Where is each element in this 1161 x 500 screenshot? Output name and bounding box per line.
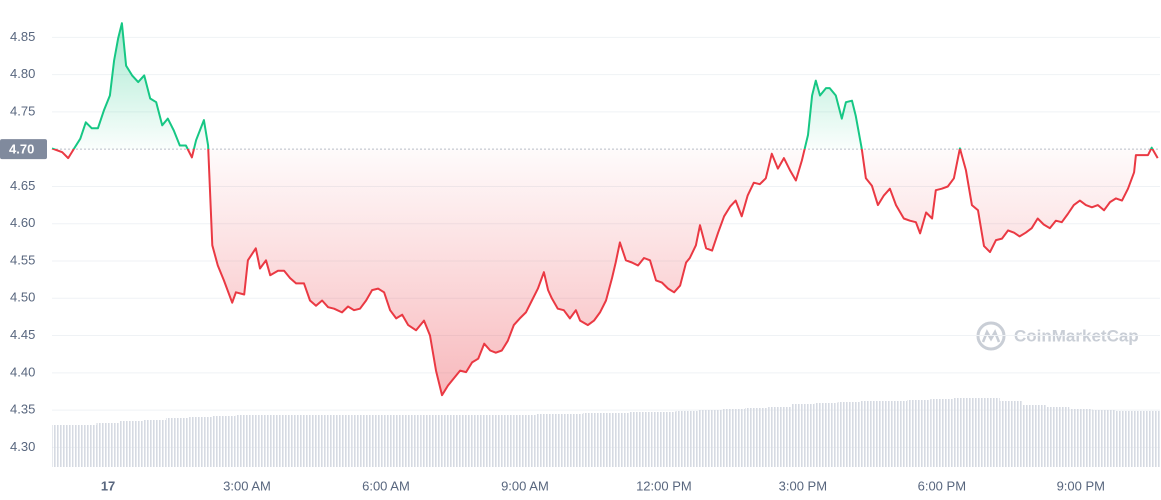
volume-bar [513,415,537,467]
volume-bar [374,415,398,467]
x-tick-label: 17 [101,478,115,493]
y-tick-label: 4.40 [10,364,35,379]
x-tick-label: 3:00 PM [779,478,827,493]
volume-bar [536,414,560,467]
volume-bar [281,415,305,467]
volume-bar [258,415,282,467]
x-tick-label: 12:00 PM [636,478,692,493]
y-tick-label: 4.75 [10,103,35,118]
volume-bar [235,415,259,467]
volume-bar [814,403,838,467]
volume-bar [328,415,352,467]
y-tick-label: 4.30 [10,439,35,454]
y-tick-label: 4.45 [10,327,35,342]
volume-bar [652,412,676,467]
volume-bar [629,412,653,467]
reference-label-box [0,139,47,160]
y-tick-label: 4.35 [10,402,35,417]
y-tick-label: 4.80 [10,66,35,81]
volume-bar [1138,411,1160,467]
y-tick-label: 4.65 [10,178,35,193]
x-tick-label: 6:00 AM [362,478,410,493]
x-tick-label: 9:00 PM [1057,478,1105,493]
x-tick-label: 3:00 AM [223,478,271,493]
volume-bar [96,423,120,467]
price-line [51,22,1159,397]
volume-bar [675,411,699,467]
volume-bar [953,398,977,467]
volume-bar [1022,405,1047,467]
volume-bar [73,425,97,467]
y-tick-label: 4.50 [10,290,35,305]
x-tick-label: 6:00 PM [918,478,966,493]
volume-bar [119,421,143,467]
volume-bar [443,415,468,467]
y-tick-label: 4.55 [10,252,35,267]
volume-bar [212,416,236,467]
price-area [52,23,1158,396]
volume-bar [721,409,745,467]
y-tick-label: 4.85 [10,29,35,44]
volume-bar [467,415,491,467]
volume-bar [1069,409,1093,467]
volume-bar [744,408,769,467]
volume-bar [420,415,444,467]
x-tick-label: 9:00 AM [501,478,549,493]
volume-bar [490,415,514,467]
volume-bar [165,418,190,467]
volume-bar [351,415,375,467]
volume-bar [52,425,74,467]
volume-bar [860,401,884,467]
y-tick-label: 4.60 [10,215,35,230]
volume-bar [883,401,908,467]
volume-bar [606,413,630,467]
volume-bar [397,415,421,467]
volume-bar [791,404,815,467]
volume-bar [837,402,861,467]
reference-label: 4.70 [9,142,34,157]
volume-bar [976,398,1000,467]
volume-bar [1115,411,1139,467]
volume-bar [907,400,931,467]
volume-bar [768,407,792,467]
volume-bar [582,413,606,467]
volume-bar [698,410,722,467]
volume-bar [930,399,954,467]
volume-bar [1046,407,1070,467]
volume-bar [189,417,213,467]
volume-bar [304,415,329,467]
volume-bar [999,401,1023,467]
volume-bar [559,414,583,467]
volume-bar [142,420,166,467]
volume-bar [1092,410,1116,467]
